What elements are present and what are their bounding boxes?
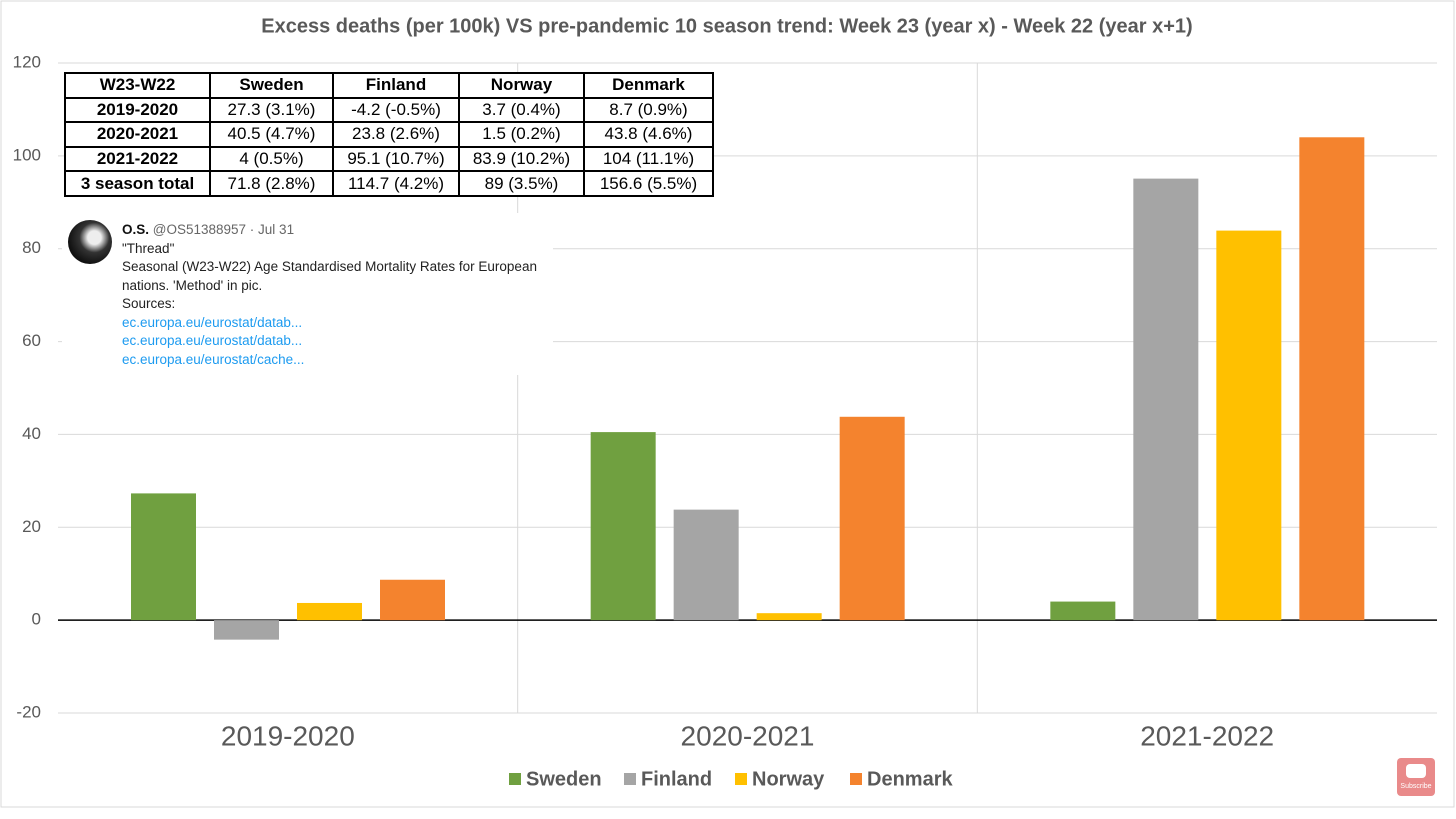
bar — [1050, 601, 1116, 621]
table-row: 2019-2020 27.3 (3.1%) -4.2 (-0.5%) 3.7 (0.4… — [64, 96, 714, 124]
tweet-link[interactable]: ec.europa.eu/eurostat/cache... — [122, 351, 305, 367]
y-tick-label: -20 — [16, 702, 41, 721]
y-tick-label: 20 — [22, 517, 41, 536]
tweet-line: Sources: — [122, 296, 176, 311]
x-tick-label: 2020-2021 — [681, 720, 815, 751]
tweet-link[interactable]: ec.europa.eu/eurostat/datab... — [122, 314, 303, 330]
bar — [590, 432, 656, 621]
legend-label: Finland — [641, 768, 712, 790]
table-cell: 27.3 (3.1%) — [209, 96, 334, 124]
bar — [297, 602, 362, 621]
data-table: W23-W22 Sweden Finland Norway Denmark 2019-20… — [64, 72, 714, 197]
table-cell: 8.7 (0.9%) — [583, 96, 714, 124]
tweet-link[interactable]: ec.europa.eu/eurostat/datab... — [122, 333, 303, 348]
table-cell: 4 (0.5%) — [209, 145, 334, 173]
legend-swatch — [509, 773, 521, 785]
legend-label: Denmark — [867, 768, 953, 790]
tweet-handle: @OS51388957 · Jul 31 — [152, 222, 295, 237]
table-cell: 2020-2021 — [64, 121, 211, 148]
tweet-line: Seasonal (W23-W22) Age Standardised Mort… — [122, 259, 537, 274]
tweet-overlay: O.S. @OS51388957 · Jul 31 "Thread" Season… — [62, 213, 553, 375]
table-row: 2020-2021 40.5 (4.7%) 23.8 (2.6%) 1.5 (0.2%… — [64, 121, 714, 148]
x-tick-label: 2021-2022 — [1140, 720, 1274, 751]
subscribe-icon — [1406, 764, 1426, 778]
table-cell: 1.5 (0.2%) — [458, 121, 585, 148]
legend-swatch — [624, 773, 636, 785]
x-tick-label: 2019-2020 — [221, 720, 355, 751]
table-row: 2021-2022 4 (0.5%) 95.1 (10.7%) 83.9 (10.2%… — [64, 145, 714, 173]
legend-label: Sweden — [526, 768, 602, 790]
table-row: W23-W22 Sweden Finland Norway Denmark — [64, 72, 714, 99]
y-tick-label: 80 — [22, 238, 41, 257]
table-cell: Sweden — [209, 72, 334, 99]
subscribe-label: Subscribe — [1400, 783, 1432, 790]
bar — [380, 579, 445, 621]
tweet-line: nations. 'Method' in pic. — [122, 277, 263, 293]
table-cell: Finland — [332, 72, 460, 99]
table-cell: W23-W22 — [64, 72, 211, 99]
bar — [673, 509, 739, 621]
table-cell: 3 season total — [64, 170, 211, 197]
table-cell: 71.8 (2.8%) — [209, 170, 334, 197]
tweet-links: ec.europa.eu/eurostat/datab... ec.europa.… — [122, 314, 537, 370]
table-cell: 40.5 (4.7%) — [209, 121, 334, 148]
table-cell: Norway — [458, 72, 585, 99]
y-tick-label: 100 — [13, 145, 41, 164]
table-cell: 2021-2022 — [64, 145, 211, 173]
tweet-header: O.S. @OS51388957 · Jul 31 — [122, 221, 537, 240]
chart-title: Excess deaths (per 100k) VS pre-pandemic… — [261, 15, 1192, 37]
legend-label: Norway — [752, 768, 825, 790]
bar — [1216, 230, 1282, 621]
table-row: 3 season total 71.8 (2.8%) 114.7 (4.2%) 89 … — [64, 170, 714, 197]
table-cell: 43.8 (4.6%) — [583, 121, 714, 148]
bar — [1299, 137, 1365, 621]
legend-swatch — [735, 773, 747, 785]
y-tick-label: 120 — [13, 52, 41, 71]
table-cell: -4.2 (-0.5%) — [332, 96, 460, 124]
table-cell: 83.9 (10.2%) — [458, 145, 585, 173]
bar — [214, 620, 279, 640]
table-cell: 114.7 (4.2%) — [332, 170, 460, 197]
table-cell: Denmark — [583, 72, 714, 99]
y-tick-label: 40 — [22, 424, 41, 443]
y-tick-label: 60 — [22, 331, 41, 350]
bar — [131, 493, 196, 621]
subscribe-button[interactable]: Subscribe — [1397, 758, 1435, 796]
y-tick-label: 0 — [32, 610, 41, 629]
table-cell: 156.6 (5.5%) — [583, 170, 714, 197]
table-cell: 3.7 (0.4%) — [458, 96, 585, 124]
bar — [756, 613, 822, 621]
tweet-name: O.S. — [122, 222, 150, 237]
table-cell: 95.1 (10.7%) — [332, 145, 460, 173]
avatar — [68, 220, 112, 264]
tweet-line: "Thread" — [122, 240, 175, 256]
bar — [1133, 178, 1199, 621]
table-cell: 89 (3.5%) — [458, 170, 585, 197]
table-cell: 2019-2020 — [64, 96, 211, 124]
table-cell: 104 (11.1%) — [583, 145, 714, 173]
legend-swatch — [850, 773, 862, 785]
table-cell: 23.8 (2.6%) — [332, 121, 460, 148]
tweet-lines: "Thread" Seasonal (W23-W22) Age Standardi… — [122, 240, 537, 314]
bar — [839, 416, 905, 621]
tweet-body: O.S. @OS51388957 · Jul 31 "Thread" Season… — [122, 221, 537, 369]
